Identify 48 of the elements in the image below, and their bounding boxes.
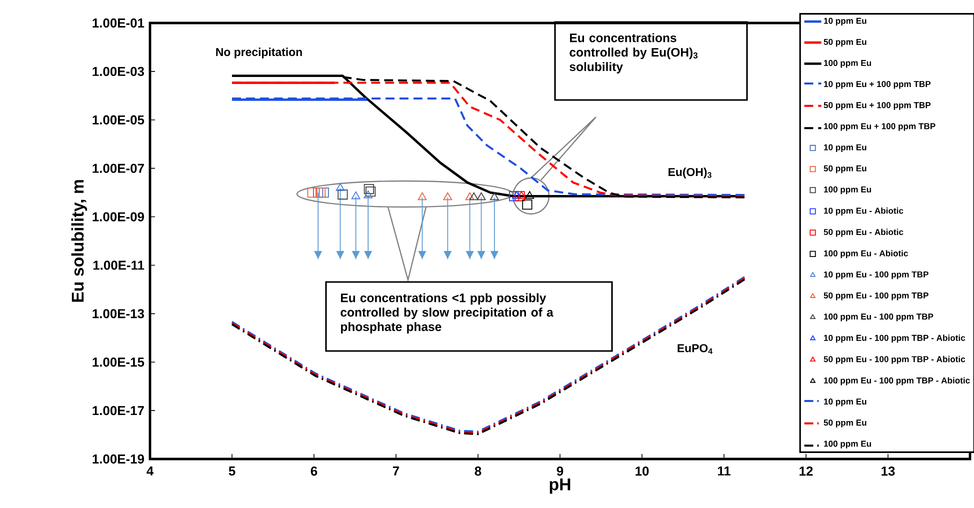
- legend-label: 100 ppm Eu - 100 ppm TBP - Abiotic: [824, 377, 970, 386]
- x-axis-title: pH: [550, 478, 570, 494]
- y-tick-label: 1.00E-15: [92, 358, 144, 367]
- x-tick-label: 4: [146, 466, 154, 476]
- y-tick-label: 1.00E-01: [92, 18, 144, 28]
- annotation: No precipitation: [216, 48, 302, 58]
- y-tick-label: 1.00E-07: [92, 164, 144, 173]
- y-tick-label: 1.00E-17: [92, 406, 144, 416]
- legend-label: 10 ppm Eu - 100 ppm TBP: [824, 271, 928, 280]
- y-tick-label: 1.00E-03: [92, 66, 144, 76]
- legend-label: 50 ppm Eu: [824, 420, 866, 428]
- x-tick-label: 9: [556, 466, 564, 476]
- legend-label: 50 ppm Eu: [824, 165, 866, 174]
- legend-label: 10 ppm Eu + 100 ppm TBP: [824, 81, 931, 89]
- legend-label: 100 ppm Eu: [824, 440, 872, 448]
- legend-label: 50 ppm Eu - 100 ppm TBP - Abiotic: [824, 356, 966, 364]
- x-tick-label: 10: [636, 466, 649, 476]
- y-tick-label: 1.00E-11: [93, 260, 144, 270]
- y-tick-label: 1.00E-19: [92, 454, 144, 464]
- y-tick-label: 1.00E-05: [92, 115, 144, 124]
- x-tick-label: 8: [474, 466, 482, 476]
- legend-label: 10 ppm Eu: [824, 144, 866, 152]
- y-tick-label: 1.00E-09: [92, 212, 144, 222]
- legend-label: 50 ppm Eu - 100 ppm TBP: [824, 292, 928, 300]
- legend-label: 50 ppm Eu - Abiotic: [824, 228, 904, 237]
- annotation: EuPO$_{4}$: [678, 344, 713, 354]
- y-axis-title: Eu solubility, m: [71, 180, 88, 302]
- legend-label: 10 ppm Eu - Abiotic: [824, 207, 904, 216]
- legend-label: 10 ppm Eu: [824, 18, 866, 26]
- legend-label: 50 ppm Eu + 100 ppm TBP: [824, 102, 931, 110]
- legend-label: 100 ppm Eu - 100 ppm TBP: [824, 314, 934, 322]
- legend-label: 10 ppm Eu - 100 ppm TBP - Abiotic: [824, 334, 966, 343]
- legend-label: 100 ppm Eu + 100 ppm TBP: [824, 123, 936, 131]
- x-tick-label: 7: [392, 466, 400, 476]
- x-tick-label: 12: [800, 466, 813, 476]
- x-tick-label: 5: [228, 466, 236, 476]
- x-tick-label: 11: [718, 466, 730, 476]
- annotation: Eu(OH)$_{3}$: [668, 168, 712, 178]
- legend-label: 100 ppm Eu - Abiotic: [824, 250, 908, 258]
- annotation: Eu concentrations <1 ppb possibly controlled by slow precipitation of a phosphate phase: [340, 293, 554, 334]
- x-tick-label: 13: [882, 466, 895, 476]
- legend-label: 10 ppm Eu: [824, 398, 866, 406]
- x-tick-label: 6: [310, 466, 318, 476]
- y-tick-label: 1.00E-13: [92, 309, 144, 318]
- text: Eu concentrations controlled by Eu(OH)$_{3}$ solubility: [570, 33, 698, 74]
- legend-label: 50 ppm Eu: [824, 38, 866, 47]
- legend-label: 100 ppm Eu: [824, 60, 872, 68]
- legend-label: 100 ppm Eu: [824, 186, 872, 194]
